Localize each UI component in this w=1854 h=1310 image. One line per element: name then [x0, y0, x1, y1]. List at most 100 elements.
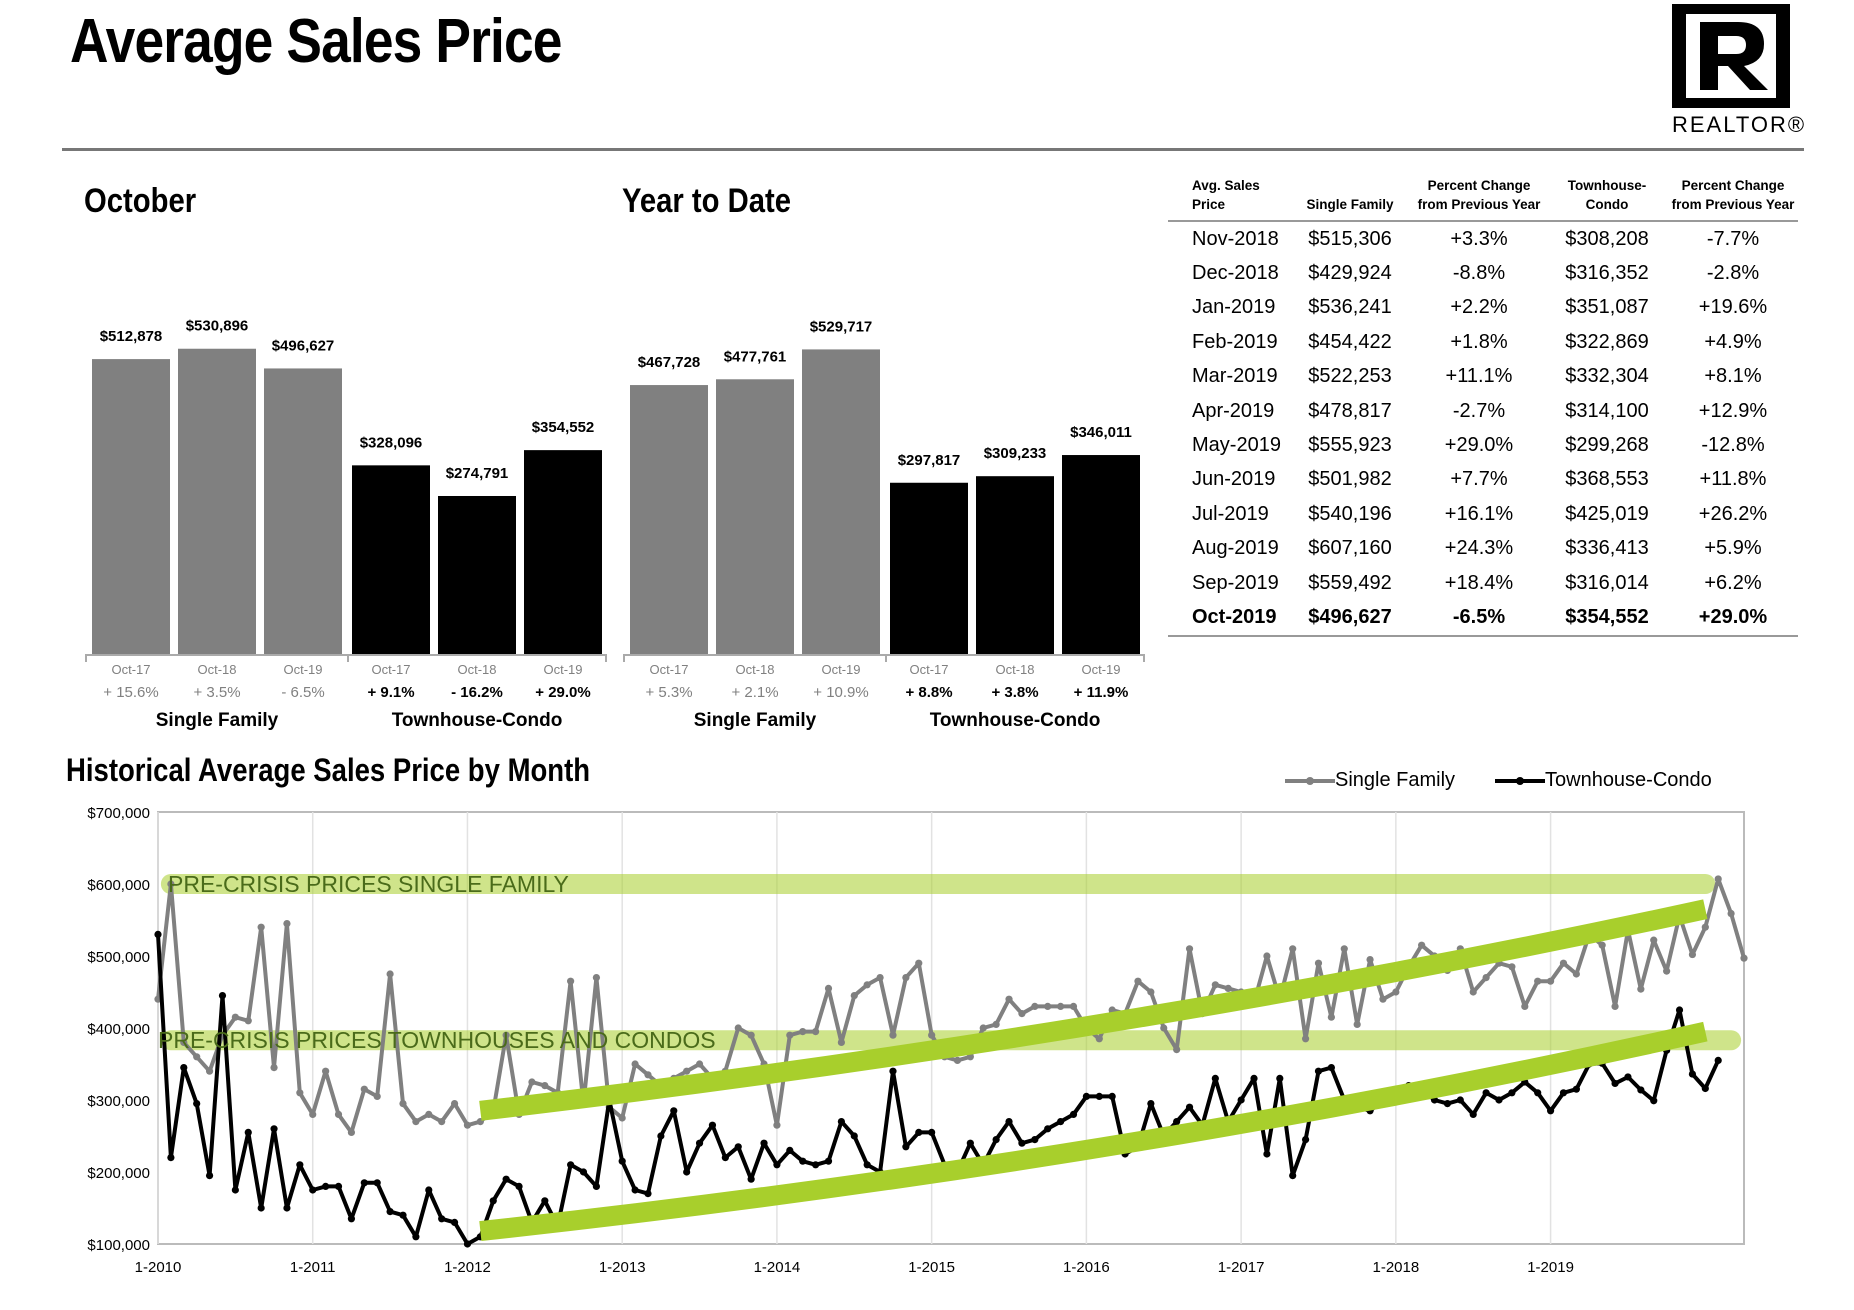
- single-family-point: [1598, 941, 1606, 949]
- townhouse-condo-point: [567, 1161, 575, 1169]
- table-cell-tc-change: +29.0%: [1668, 600, 1798, 637]
- bar-value-label: $512,878: [100, 328, 163, 345]
- x-tick-label: 1-2012: [444, 1259, 491, 1276]
- table-row: Oct-2019 $496,627 -6.5% $354,552 +29.0%: [1168, 600, 1798, 637]
- bar-category-label: Oct-17: [909, 662, 948, 677]
- townhouse-condo-point: [180, 1064, 188, 1072]
- title-divider: [62, 148, 1804, 151]
- single-family-point: [334, 1110, 343, 1118]
- bar-change-label: + 29.0%: [535, 684, 590, 701]
- townhouse-condo-point: [902, 1143, 910, 1151]
- single-family-point: [1740, 954, 1748, 962]
- bar: [352, 465, 430, 654]
- single-family-point: [425, 1110, 433, 1118]
- bar-value-label: $309,233: [984, 445, 1047, 462]
- single-family-point: [1508, 963, 1516, 971]
- single-family-point: [283, 920, 291, 928]
- townhouse-condo-point: [773, 1161, 781, 1169]
- single-family-point: [889, 1031, 897, 1039]
- bar-change-label: - 6.5%: [281, 684, 324, 701]
- single-family-point: [1688, 950, 1697, 959]
- townhouse-condo-point: [1044, 1125, 1052, 1133]
- table-row: Jun-2019 $501,982 +7.7% $368,553 +11.8%: [1168, 463, 1798, 497]
- page-title: Average Sales Price: [70, 7, 562, 76]
- table-cell-townhouse-condo: $308,208: [1565, 227, 1649, 250]
- legend-single-family-swatch-icon: [1285, 776, 1335, 785]
- townhouse-condo-point: [1559, 1089, 1568, 1097]
- x-tick-label: 1-2017: [1218, 1259, 1265, 1276]
- table-cell-single-family: $454,422: [1308, 330, 1392, 353]
- townhouse-condo-point: [1031, 1136, 1039, 1144]
- table-header-townhouse-condo: Townhouse-Condo: [1546, 176, 1668, 222]
- bar-category-label: Oct-18: [457, 662, 496, 677]
- table-cell-single-family: $559,492: [1308, 571, 1392, 594]
- townhouse-condo-point: [1650, 1097, 1658, 1105]
- table-cell-tc-change: +11.8%: [1699, 468, 1767, 491]
- table-cell-tc-change: +4.9%: [1704, 330, 1762, 353]
- single-family-point: [1044, 1002, 1052, 1010]
- townhouse-condo-point: [592, 1182, 601, 1190]
- townhouse-condo-point: [257, 1204, 265, 1212]
- townhouse-condo-point: [631, 1186, 639, 1194]
- single-family-point: [850, 992, 858, 1000]
- bar-change-label: + 10.9%: [813, 684, 868, 701]
- single-family-point: [824, 984, 833, 992]
- table-cell-townhouse-condo: $332,304: [1565, 365, 1649, 388]
- bar-category-label: Oct-17: [371, 662, 410, 677]
- table-cell-period: May-2019: [1192, 434, 1281, 457]
- bar: [630, 385, 708, 654]
- realtor-r-logo-icon: [1672, 4, 1790, 108]
- bar: [976, 476, 1054, 654]
- summary-table: Avg. Sales Price Single Family Percent C…: [1168, 176, 1798, 637]
- table-cell-sf-change: +18.4%: [1444, 571, 1514, 594]
- townhouse-condo-point: [347, 1215, 356, 1223]
- x-tick-label: 1-2016: [1063, 1259, 1110, 1276]
- table-cell-tc-change: +6.2%: [1704, 571, 1762, 594]
- bar: [1062, 455, 1140, 654]
- single-family-point: [450, 1100, 459, 1108]
- townhouse-condo-point: [489, 1197, 497, 1205]
- bar-change-label: + 5.3%: [645, 684, 692, 701]
- single-family-point: [1263, 952, 1271, 960]
- table-cell-townhouse-condo: $314,100: [1565, 399, 1649, 422]
- bar-value-label: $297,817: [898, 452, 961, 469]
- townhouse-condo-point: [193, 1100, 201, 1108]
- table-cell-townhouse-condo: $322,869: [1565, 330, 1649, 353]
- table-cell-townhouse-condo: $354,552: [1546, 600, 1668, 637]
- table-cell-single-family: $540,196: [1308, 502, 1392, 525]
- townhouse-condo-point: [670, 1107, 678, 1115]
- single-family-point: [1173, 1046, 1181, 1054]
- townhouse-condo-point: [1508, 1089, 1516, 1097]
- townhouse-condo-point: [1701, 1084, 1709, 1093]
- single-family-point: [167, 880, 175, 888]
- table-cell-townhouse-condo: $425,019: [1565, 502, 1649, 525]
- bar-change-label: + 9.1%: [367, 684, 414, 701]
- table-row: Jul-2019 $540,196 +16.1% $425,019 +26.2%: [1168, 497, 1798, 531]
- table-cell-single-family: $429,924: [1308, 262, 1392, 285]
- single-family-point: [463, 1121, 472, 1129]
- bar-value-label: $346,011: [1070, 424, 1132, 441]
- bar-category-label: Oct-19: [821, 662, 860, 677]
- x-tick-label: 1-2015: [908, 1259, 955, 1276]
- townhouse-condo-point: [966, 1139, 974, 1147]
- legend-townhouse-condo: Townhouse-Condo: [1495, 769, 1712, 792]
- group-label-single-family: Single Family: [156, 710, 279, 731]
- table-cell-townhouse-condo: $351,087: [1565, 296, 1649, 319]
- bar-value-label: $274,791: [446, 465, 509, 482]
- single-family-point: [1185, 945, 1194, 953]
- table-cell-sf-change: +1.8%: [1450, 330, 1508, 353]
- single-family-point: [1650, 936, 1658, 944]
- table-row: Apr-2019 $478,817 -2.7% $314,100 +12.9%: [1168, 394, 1798, 428]
- table-row: Mar-2019 $522,253 +11.1% $332,304 +8.1%: [1168, 360, 1798, 394]
- single-family-point: [644, 1071, 652, 1079]
- townhouse-condo-point: [425, 1186, 433, 1194]
- single-family-point: [1611, 1002, 1619, 1010]
- table-cell-tc-change: -7.7%: [1706, 227, 1760, 250]
- single-family-point: [902, 974, 910, 982]
- townhouse-condo-point: [863, 1161, 871, 1169]
- single-family-point: [399, 1100, 407, 1108]
- october-title: October: [84, 182, 197, 220]
- table-cell-single-family: $496,627: [1288, 600, 1412, 637]
- single-family-point: [799, 1028, 807, 1036]
- table-cell-sf-change: +29.0%: [1444, 434, 1514, 457]
